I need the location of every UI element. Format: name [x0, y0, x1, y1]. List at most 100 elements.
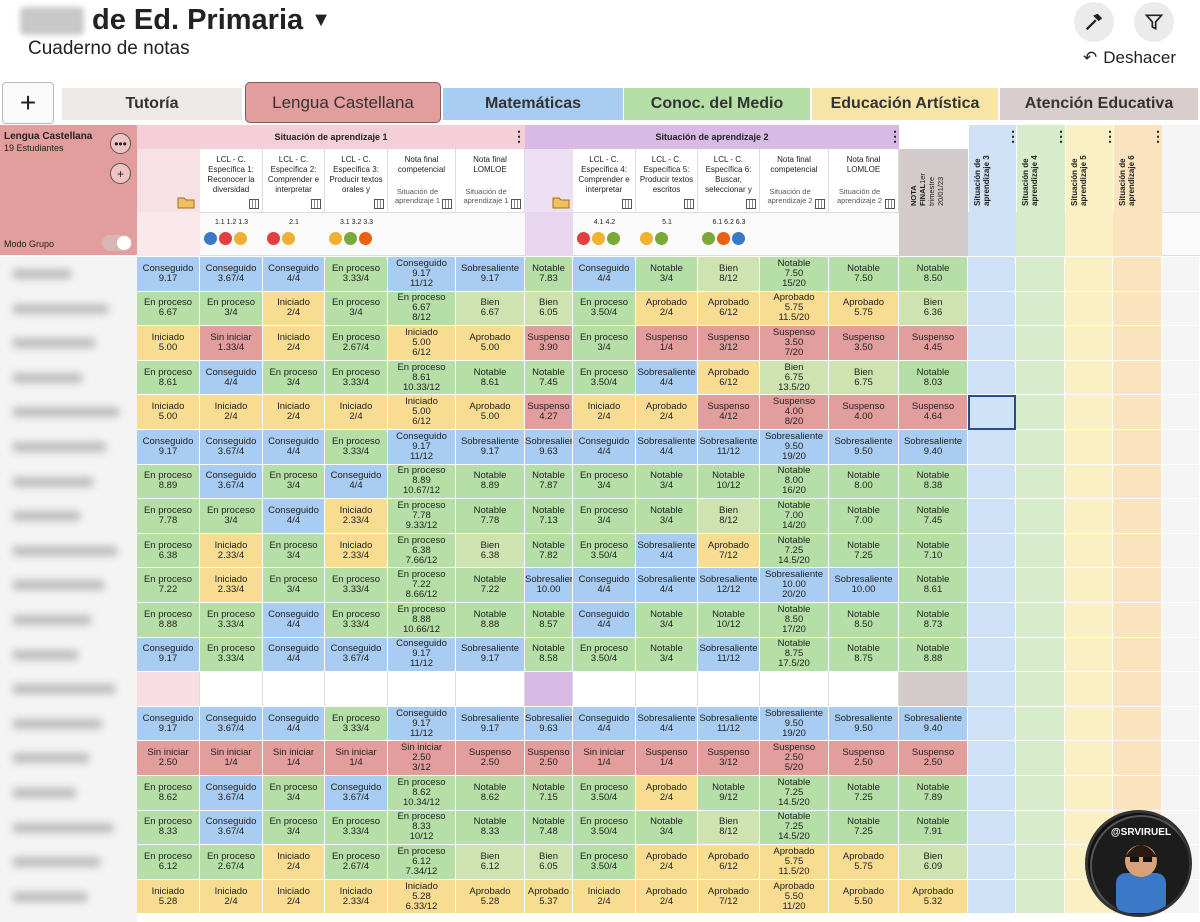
grade-cell[interactable]: Conseguido 9.17	[137, 257, 200, 292]
calendar-icon[interactable]	[684, 199, 694, 209]
grade-cell[interactable]: Aprobado 5.50 11/20	[760, 879, 829, 915]
grade-cell[interactable]: Sobresaliente 9.50 19/20	[760, 430, 829, 465]
grade-cell[interactable]: Conseguido 4/4	[263, 430, 325, 465]
empty-grade-cell[interactable]	[1065, 499, 1113, 534]
grade-cell[interactable]: Conseguido 3.67/4	[325, 776, 388, 811]
grade-cell[interactable]: En proceso 3/4	[573, 326, 636, 361]
criteria-icon[interactable]	[267, 232, 280, 245]
grade-cell[interactable]: En proceso 8.88 10.66/12	[388, 603, 456, 638]
grade-cell[interactable]: En proceso 3.33/4	[325, 706, 388, 742]
empty-grade-cell[interactable]	[968, 499, 1016, 534]
grade-cell[interactable]: Sobresaliente 11/12	[698, 706, 760, 742]
empty-grade-cell[interactable]	[1113, 776, 1162, 811]
grade-cell[interactable]: En proceso 2.67/4	[200, 845, 263, 880]
empty-grade-cell[interactable]	[1065, 672, 1113, 707]
empty-grade-cell[interactable]	[1016, 776, 1065, 811]
grade-cell[interactable]: Notable 9/12	[698, 776, 760, 811]
empty-grade-cell[interactable]	[968, 706, 1016, 742]
calendar-icon[interactable]	[249, 199, 259, 209]
criteria-icon[interactable]	[204, 232, 217, 245]
grade-cell[interactable]: Iniciado 2/4	[263, 291, 325, 327]
empty-grade-cell[interactable]	[1016, 464, 1065, 500]
grade-cell[interactable]: En proceso 6.67 8/12	[388, 291, 456, 327]
tab-atenci-n-educativa[interactable]: Atención Educativa	[1000, 88, 1198, 120]
grade-cell[interactable]: Notable 8.57	[525, 603, 573, 638]
grade-cell[interactable]: Conseguido 4/4	[263, 603, 325, 638]
empty-grade-cell[interactable]	[968, 360, 1016, 396]
grade-cell[interactable]: Sin iniciar 2.50 3/12	[388, 741, 456, 776]
calendar-icon[interactable]	[746, 199, 756, 209]
student-name[interactable]	[12, 476, 94, 487]
grade-cell[interactable]: Notable 8.50 17/20	[760, 603, 829, 638]
grade-cell[interactable]: Sobresaliente 11/12	[698, 430, 760, 465]
grade-cell[interactable]: Notable 10/12	[698, 603, 760, 638]
grade-cell[interactable]: Notable 7.25 14.5/20	[760, 776, 829, 811]
grade-cell[interactable]: En proceso 6.38 7.66/12	[388, 533, 456, 569]
calendar-icon[interactable]	[442, 199, 452, 209]
column-header[interactable]: Nota final LOMLOE Situación de aprendizaj…	[829, 149, 899, 212]
student-name[interactable]	[12, 649, 79, 660]
grade-cell[interactable]: Suspenso 1/4	[636, 326, 698, 361]
grade-cell[interactable]: En proceso 3.33/4	[325, 603, 388, 638]
grade-cell[interactable]: Suspenso 3.50	[829, 326, 899, 361]
grade-cell[interactable]: Iniciado 5.00 6/12	[388, 326, 456, 361]
grade-cell[interactable]: Sin iniciar 1.33/4	[200, 326, 263, 361]
tab-tutor-a[interactable]: Tutoría	[62, 88, 242, 120]
criteria-icon[interactable]	[640, 232, 653, 245]
grade-cell[interactable]: Notable 7.50 15/20	[760, 257, 829, 292]
grade-cell[interactable]: En proceso 3/4	[263, 464, 325, 500]
grade-cell[interactable]: Notable 7.82	[525, 533, 573, 569]
column-header[interactable]: LCL - C. Específica 4: Comprender e inte…	[573, 149, 636, 212]
empty-cell[interactable]	[325, 672, 388, 707]
group-mode-toggle[interactable]	[102, 235, 132, 251]
grade-cell[interactable]: En proceso 8.62	[137, 776, 200, 811]
grade-cell[interactable]: Sobresaliente 4/4	[636, 360, 698, 396]
calendar-icon[interactable]	[511, 199, 521, 209]
empty-grade-cell[interactable]	[1162, 326, 1200, 361]
empty-grade-cell[interactable]	[1113, 499, 1162, 534]
grade-cell[interactable]: Suspenso 2.50 5/20	[760, 741, 829, 776]
grade-cell[interactable]: En proceso 6.67	[137, 291, 200, 327]
grade-cell[interactable]: Bien 6.05	[525, 845, 573, 880]
empty-grade-cell[interactable]	[1162, 637, 1200, 673]
grade-cell[interactable]: Conseguido 3.67/4	[200, 464, 263, 500]
grade-cell[interactable]: Notable 8.88	[899, 637, 968, 673]
grade-cell[interactable]: Iniciado 2.33/4	[325, 533, 388, 569]
grade-cell[interactable]: Suspenso 3.90	[525, 326, 573, 361]
grade-cell[interactable]: En proceso 3.50/4	[573, 360, 636, 396]
grade-cell[interactable]: Conseguido 4/4	[263, 257, 325, 292]
grade-cell[interactable]: Notable 7.15	[525, 776, 573, 811]
grade-cell[interactable]: Sin iniciar 1/4	[200, 741, 263, 776]
grade-cell[interactable]: Conseguido 4/4	[263, 706, 325, 742]
grade-cell[interactable]: En proceso 8.89 10.67/12	[388, 464, 456, 500]
filter-icon-button[interactable]	[1134, 2, 1174, 42]
grade-cell[interactable]: Notable 8.00	[829, 464, 899, 500]
grade-cell[interactable]: Conseguido 4/4	[573, 430, 636, 465]
grade-cell[interactable]: Conseguido 4/4	[573, 568, 636, 603]
empty-grade-cell[interactable]	[1065, 741, 1113, 776]
empty-grade-cell[interactable]	[1113, 395, 1162, 430]
column-header[interactable]: LCL - C. Específica 2: Comprender e inte…	[263, 149, 325, 212]
criteria-icon[interactable]	[717, 232, 730, 245]
grade-cell[interactable]: Iniciado 5.00 6/12	[388, 395, 456, 430]
criteria-icon[interactable]	[282, 232, 295, 245]
folder-icon[interactable]	[525, 149, 573, 212]
grade-cell[interactable]: Conseguido 9.17	[137, 706, 200, 742]
grade-cell[interactable]: Suspenso 3/12	[698, 741, 760, 776]
criteria-icon[interactable]	[329, 232, 342, 245]
dropdown-caret-icon[interactable]: ▼	[311, 9, 331, 31]
empty-grade-cell[interactable]	[968, 533, 1016, 569]
empty-grade-cell[interactable]	[1162, 533, 1200, 569]
grade-cell[interactable]: Notable 8.61	[456, 360, 525, 396]
grade-cell[interactable]: Notable 3/4	[636, 810, 698, 846]
empty-grade-cell[interactable]	[1162, 706, 1200, 742]
empty-cell[interactable]	[760, 672, 829, 707]
grade-cell[interactable]: Bien 6.67	[456, 291, 525, 327]
grade-cell[interactable]: Aprobado 5.00	[456, 326, 525, 361]
grade-cell[interactable]: Suspenso 4/12	[698, 395, 760, 430]
grade-cell[interactable]: Aprobado 5.32	[899, 879, 968, 915]
calendar-icon[interactable]	[374, 199, 384, 209]
undo-button[interactable]: ↶ Deshacer	[1083, 48, 1176, 68]
student-name[interactable]	[12, 303, 109, 314]
